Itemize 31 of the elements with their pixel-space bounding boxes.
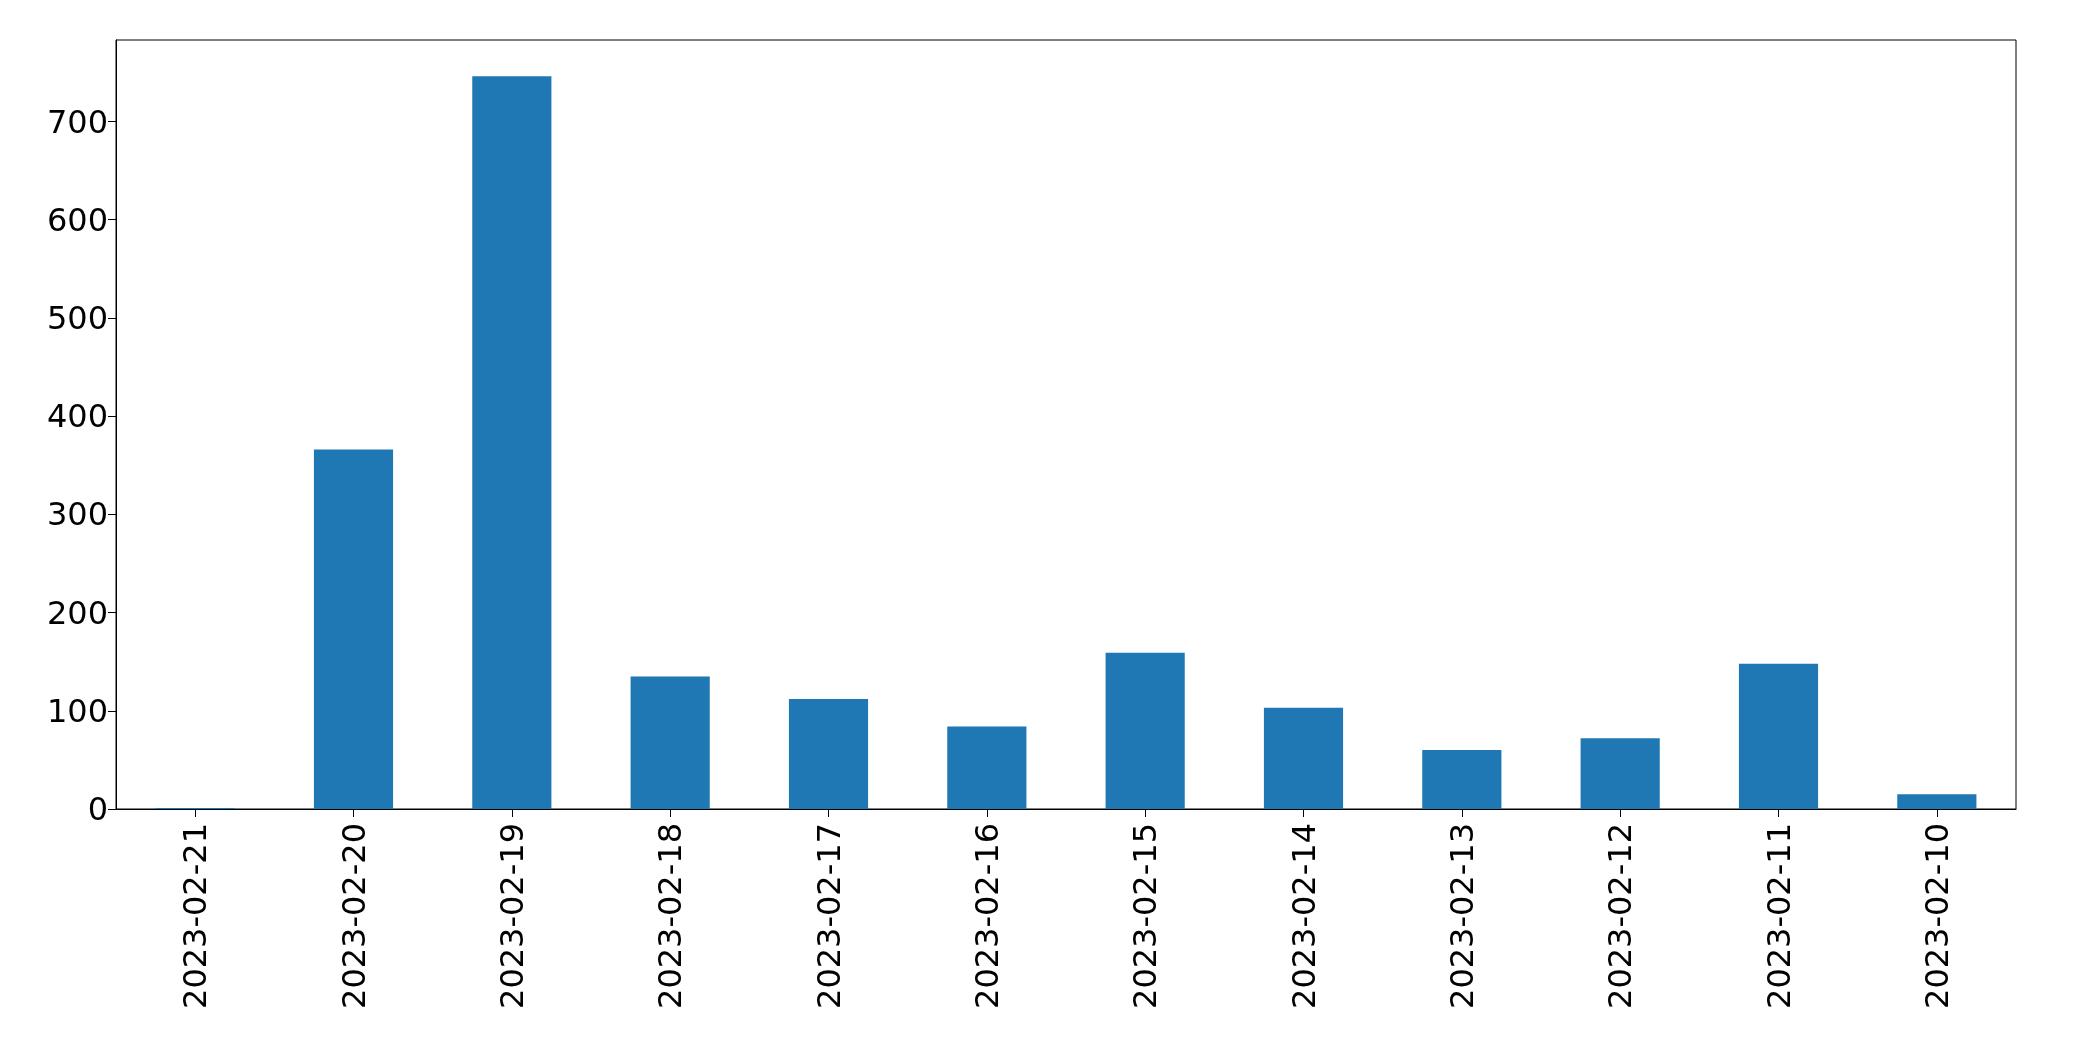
x-tick-label: 2023-02-20 xyxy=(334,823,373,1009)
y-tick-label: 0 xyxy=(87,790,108,828)
y-tick-label: 400 xyxy=(46,397,108,436)
x-tick-label: 2023-02-21 xyxy=(176,823,215,1009)
x-tick-label: 2023-02-12 xyxy=(1601,823,1640,1009)
bar xyxy=(472,76,552,809)
bar xyxy=(1738,663,1819,809)
x-tick-label: 2023-02-19 xyxy=(492,823,531,1009)
x-tick-label: 2023-02-17 xyxy=(809,823,848,1009)
x-tick-label: 2023-02-15 xyxy=(1126,823,1165,1009)
x-tick-label: 2023-02-13 xyxy=(1442,823,1481,1009)
bar xyxy=(947,726,1027,809)
bar xyxy=(1422,750,1502,809)
y-tick-label: 100 xyxy=(46,691,108,730)
y-tick-label: 200 xyxy=(46,593,108,632)
bar xyxy=(788,699,869,809)
y-tick-label: 700 xyxy=(46,102,108,141)
y-tick-label: 300 xyxy=(46,495,108,534)
bar xyxy=(313,449,394,809)
bar xyxy=(1263,707,1344,809)
bar xyxy=(630,676,710,809)
x-tick-label: 2023-02-10 xyxy=(1917,823,1956,1009)
x-tick-label: 2023-02-16 xyxy=(967,823,1006,1009)
y-tick-label: 600 xyxy=(46,200,108,239)
bar xyxy=(1105,652,1185,809)
x-tick-label: 2023-02-18 xyxy=(651,823,690,1009)
bar xyxy=(1897,794,1977,809)
bar xyxy=(1580,738,1660,809)
y-tick-label: 500 xyxy=(46,298,108,337)
x-tick-label: 2023-02-11 xyxy=(1759,823,1798,1009)
x-tick-label: 2023-02-14 xyxy=(1284,823,1323,1009)
